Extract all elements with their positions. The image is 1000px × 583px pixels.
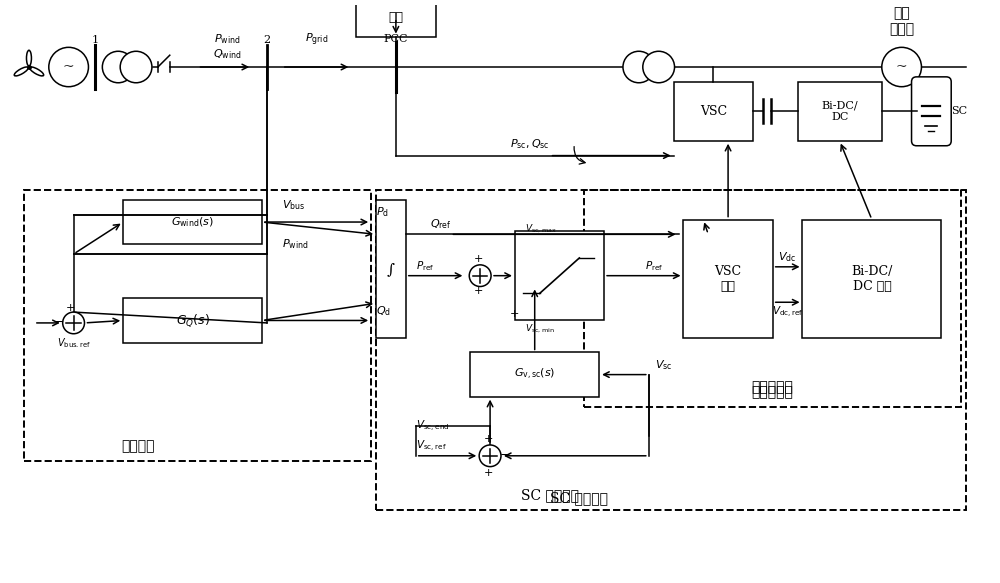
Text: SC 能量管理: SC 能量管理 <box>550 491 608 505</box>
FancyBboxPatch shape <box>123 200 262 244</box>
Text: +: + <box>473 286 483 296</box>
Text: +: + <box>510 309 520 319</box>
FancyBboxPatch shape <box>674 82 753 141</box>
Text: $V_{\rm sc,min}$: $V_{\rm sc,min}$ <box>525 323 554 335</box>
Text: $P_{\rm ref}$: $P_{\rm ref}$ <box>645 259 663 273</box>
Text: Bi-DC/
DC: Bi-DC/ DC <box>821 100 858 122</box>
Text: +: + <box>473 254 483 264</box>
Circle shape <box>469 265 491 286</box>
Text: VSC
控制: VSC 控制 <box>715 265 742 293</box>
Text: $V_{\rm sc,ref}$: $V_{\rm sc,ref}$ <box>416 438 446 454</box>
Text: $P_{\rm d}$: $P_{\rm d}$ <box>376 205 389 219</box>
FancyBboxPatch shape <box>802 220 941 338</box>
Text: VSC: VSC <box>700 105 727 118</box>
Text: $G_{\rm v,sc}(s)$: $G_{\rm v,sc}(s)$ <box>514 367 555 382</box>
Text: $Q_{\rm d}$: $Q_{\rm d}$ <box>376 304 391 318</box>
Circle shape <box>643 51 675 83</box>
Text: 2: 2 <box>263 36 271 45</box>
Text: −: − <box>500 449 510 462</box>
Text: 变流器控制: 变流器控制 <box>752 385 794 399</box>
Text: $P_{\rm grid}$: $P_{\rm grid}$ <box>305 31 328 48</box>
Text: $Q_{\rm wind}$: $Q_{\rm wind}$ <box>213 47 242 61</box>
Text: ~: ~ <box>896 60 907 74</box>
Text: SC 能量管理: SC 能量管理 <box>521 488 579 502</box>
Text: $V_{\rm dc,ref}$: $V_{\rm dc,ref}$ <box>772 304 803 319</box>
Circle shape <box>49 47 88 87</box>
Ellipse shape <box>30 67 44 76</box>
Text: SC: SC <box>951 106 967 116</box>
Text: $P_{\rm ref}$: $P_{\rm ref}$ <box>416 259 435 273</box>
Text: $V_{\rm bus.ref}$: $V_{\rm bus.ref}$ <box>57 336 91 350</box>
FancyBboxPatch shape <box>515 231 604 320</box>
Text: +: + <box>66 303 75 313</box>
Ellipse shape <box>26 50 31 66</box>
Text: $V_{\rm bus}$: $V_{\rm bus}$ <box>282 198 305 212</box>
Text: ~: ~ <box>63 60 74 74</box>
Text: PCC: PCC <box>384 34 408 44</box>
FancyBboxPatch shape <box>912 77 951 146</box>
FancyBboxPatch shape <box>356 0 436 37</box>
Text: 负荷: 负荷 <box>388 11 403 24</box>
Text: +: + <box>483 468 493 477</box>
Circle shape <box>479 445 501 466</box>
Circle shape <box>102 51 134 83</box>
Text: $V_{\rm sc}$: $V_{\rm sc}$ <box>655 358 672 371</box>
Text: 变流器控制: 变流器控制 <box>752 380 794 394</box>
Text: $Q_{\rm ref}$: $Q_{\rm ref}$ <box>430 217 451 231</box>
Text: ∫: ∫ <box>387 262 395 276</box>
Text: $P_{\rm wind}$: $P_{\rm wind}$ <box>214 33 240 47</box>
Ellipse shape <box>14 67 28 76</box>
FancyBboxPatch shape <box>376 200 406 338</box>
FancyBboxPatch shape <box>683 220 773 338</box>
Circle shape <box>63 312 84 333</box>
Circle shape <box>623 51 655 83</box>
Text: $V_{\rm dc}$: $V_{\rm dc}$ <box>778 250 797 264</box>
Text: 网级控制: 网级控制 <box>121 439 155 453</box>
FancyBboxPatch shape <box>123 298 262 343</box>
Text: $P_{\rm wind}$: $P_{\rm wind}$ <box>282 237 308 251</box>
Text: 无穷: 无穷 <box>893 6 910 20</box>
Text: +: + <box>483 434 493 444</box>
Circle shape <box>882 47 921 87</box>
Text: $G_{\rm wind}(s)$: $G_{\rm wind}(s)$ <box>171 215 214 229</box>
Text: 1: 1 <box>92 36 99 45</box>
Text: $V_{\rm sc,max}$: $V_{\rm sc,max}$ <box>525 222 556 234</box>
Text: −: − <box>53 317 64 329</box>
Text: $G_Q(s)$: $G_Q(s)$ <box>176 312 210 329</box>
FancyBboxPatch shape <box>798 82 882 141</box>
Text: $V_{\rm sc,end}$: $V_{\rm sc,end}$ <box>416 419 449 434</box>
Text: $P_{\rm sc},Q_{\rm sc}$: $P_{\rm sc},Q_{\rm sc}$ <box>510 137 550 150</box>
Text: Bi-DC/
DC 控制: Bi-DC/ DC 控制 <box>851 265 893 293</box>
Circle shape <box>120 51 152 83</box>
FancyBboxPatch shape <box>470 353 599 397</box>
Text: 大系统: 大系统 <box>889 23 914 37</box>
